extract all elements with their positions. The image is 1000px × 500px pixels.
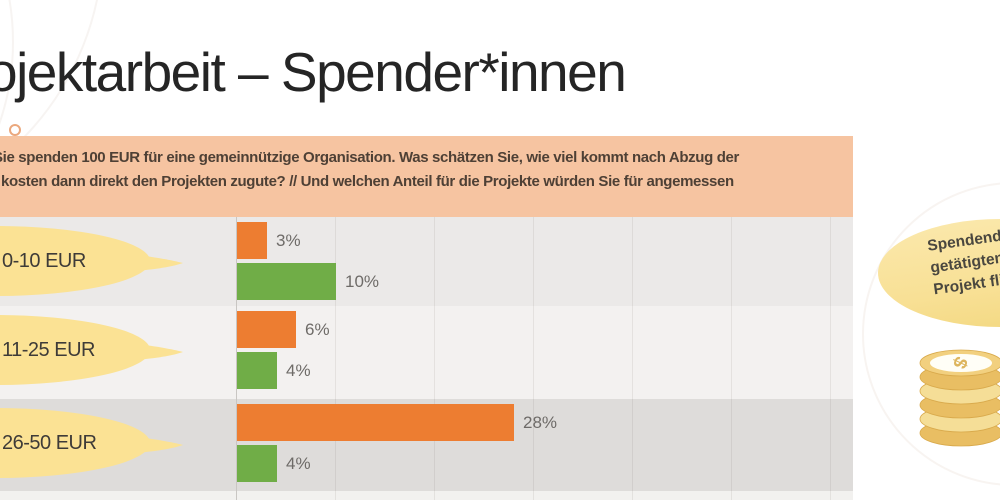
callout-bubble-shape (0, 226, 183, 296)
bar-value-label: 6% (305, 320, 330, 339)
bar-chart: 0-10 EUR 3% 10% 11-25 EUR 6% 4% 26-50 EUR 28% 4% (0, 217, 853, 500)
category-label: 0-10 EUR (2, 250, 86, 272)
decor-ring-icon (9, 124, 21, 136)
gridline (335, 217, 336, 500)
gridline (830, 217, 831, 500)
bar-value-label: 4% (286, 454, 311, 473)
question-line-1: Sie spenden 100 EUR für eine gemeinnützi… (0, 149, 740, 166)
callout-bubble-shape (0, 315, 183, 385)
bar-green (237, 263, 336, 300)
callout-bubble-shape (0, 408, 183, 478)
bar-value-label: 28% (523, 413, 558, 432)
value-axis-line (236, 217, 237, 500)
category-callout: 0-10 EUR (0, 226, 190, 296)
bar-orange (237, 404, 514, 441)
gridline (632, 217, 633, 500)
slide-title: ojektarbeit – Spender*innen (0, 41, 627, 103)
bar-value-label: 4% (286, 361, 311, 380)
bar-green (237, 352, 277, 389)
coin-stack-icon: $ (919, 349, 1000, 447)
bar-orange (237, 222, 267, 259)
bar-value-label: 10% (345, 272, 380, 291)
gridline (434, 217, 435, 500)
question-box: Sie spenden 100 EUR für eine gemeinnützi… (0, 136, 853, 217)
category-callout: 11-25 EUR (0, 315, 190, 385)
category-callout: 26-50 EUR (0, 408, 190, 478)
gridline (731, 217, 732, 500)
question-line-2: kosten dann direkt den Projekten zugute?… (1, 172, 734, 190)
category-label: 26-50 EUR (2, 432, 97, 454)
gridline (533, 217, 534, 500)
bar-orange (237, 311, 296, 348)
speech-bubble-text: Spendende getätigten S Projekt fließ (926, 224, 1000, 302)
bar-green (237, 445, 277, 482)
bar-value-label: 3% (276, 231, 301, 250)
chart-band (0, 491, 853, 500)
category-label: 11-25 EUR (2, 339, 95, 361)
